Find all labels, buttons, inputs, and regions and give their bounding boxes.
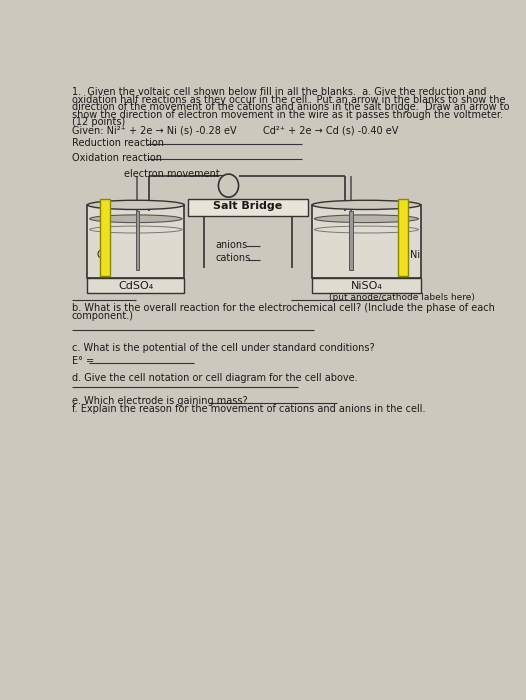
- Bar: [87, 205, 184, 278]
- Text: direction of the movement of the cations and anions in the salt bridge.  Draw an: direction of the movement of the cations…: [72, 102, 510, 112]
- Ellipse shape: [90, 215, 182, 223]
- Text: anions: anions: [215, 240, 248, 251]
- Text: show the direction of electron movement in the wire as it passes through the vol: show the direction of electron movement …: [72, 110, 503, 120]
- Ellipse shape: [87, 200, 184, 209]
- Text: Given: Ni²⁺ + 2e → Ni (s) -0.28 eV: Given: Ni²⁺ + 2e → Ni (s) -0.28 eV: [72, 125, 237, 136]
- Text: c. What is the potential of the cell under standard conditions?: c. What is the potential of the cell und…: [72, 344, 375, 354]
- Text: oxidation half reactions as they occur in the cell.  Put an arrow in the blanks : oxidation half reactions as they occur i…: [72, 94, 505, 104]
- Text: f. Explain the reason for the movement of cations and anions in the cell.: f. Explain the reason for the movement o…: [72, 403, 426, 414]
- Bar: [398, 199, 408, 276]
- Text: Ni: Ni: [410, 250, 420, 260]
- Text: Salt Bridge: Salt Bridge: [213, 202, 282, 211]
- Text: CdSO₄: CdSO₄: [118, 281, 154, 290]
- Ellipse shape: [315, 215, 418, 223]
- Text: (12 points): (12 points): [72, 118, 125, 127]
- Text: Cd²⁺ + 2e → Cd (s) -0.40 eV: Cd²⁺ + 2e → Cd (s) -0.40 eV: [264, 125, 399, 136]
- Text: NiSO₄: NiSO₄: [350, 281, 382, 290]
- Text: E° =: E° =: [72, 356, 94, 366]
- Bar: [87, 278, 184, 293]
- Text: Reduction reaction: Reduction reaction: [72, 138, 164, 148]
- Text: (put anode/cathode labels here): (put anode/cathode labels here): [329, 293, 475, 302]
- Ellipse shape: [312, 200, 421, 209]
- Text: d. Give the cell notation or cell diagram for the cell above.: d. Give the cell notation or cell diagra…: [72, 372, 358, 383]
- Bar: [312, 278, 421, 293]
- Text: Cd: Cd: [97, 250, 109, 260]
- Text: e. Which electrode is gaining mass?: e. Which electrode is gaining mass?: [72, 396, 248, 406]
- Bar: [188, 199, 308, 216]
- Text: component.): component.): [72, 311, 134, 321]
- Ellipse shape: [218, 174, 239, 197]
- Text: b. What is the overall reaction for the electrochemical cell? (Include the phase: b. What is the overall reaction for the …: [72, 304, 495, 314]
- Text: cations: cations: [215, 253, 250, 263]
- Text: Oxidation reaction: Oxidation reaction: [72, 153, 162, 162]
- Bar: [312, 205, 421, 278]
- Text: V: V: [223, 178, 234, 192]
- Bar: [100, 199, 110, 276]
- Bar: [349, 211, 353, 270]
- Text: electron movement: electron movement: [124, 169, 220, 178]
- Bar: [136, 211, 139, 270]
- Text: 1.  Given the voltaic cell shown below fill in all the blanks.  a. Give the redu: 1. Given the voltaic cell shown below fi…: [72, 87, 487, 97]
